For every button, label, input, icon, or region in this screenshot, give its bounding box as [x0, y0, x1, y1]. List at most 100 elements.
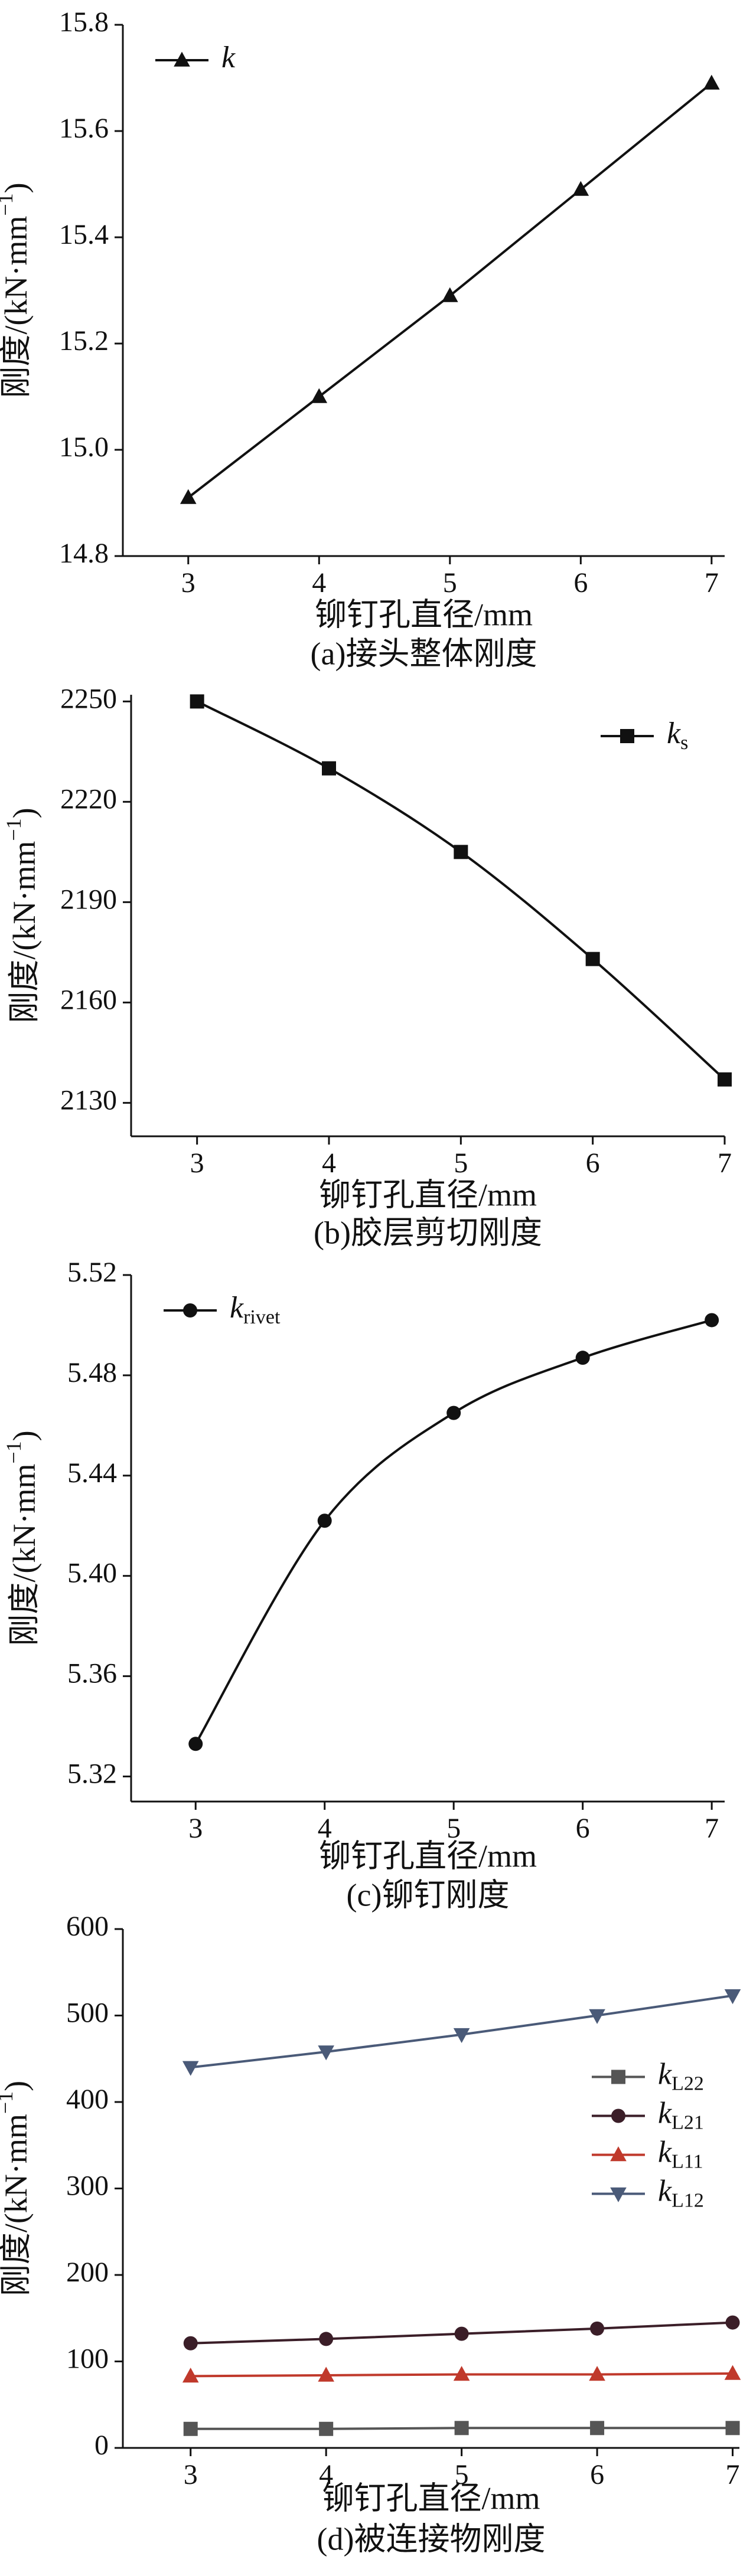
x-axis-label: 铆钉孔直径/mm — [315, 597, 533, 632]
y-tick-label: 15.4 — [59, 219, 109, 250]
y-axis-label: 刚度/(kN·mm−1) — [2, 808, 42, 1023]
x-tick-label: 7 — [705, 1813, 719, 1844]
y-tick-label: 200 — [66, 2257, 109, 2288]
x-tick-label: 6 — [586, 1148, 600, 1179]
marker — [180, 489, 197, 504]
caption: (d)被连接物刚度 — [317, 2521, 546, 2557]
y-tick-label: 15.0 — [59, 431, 109, 463]
x-tick-label: 7 — [705, 567, 719, 599]
marker — [318, 2366, 334, 2382]
legend-label: kL11 — [658, 2135, 703, 2172]
y-tick-label: 5.48 — [67, 1357, 117, 1388]
legend-name: k — [658, 2174, 672, 2208]
y-label-end: ) — [0, 2081, 34, 2091]
x-tick-label: 5 — [443, 567, 457, 599]
marker — [319, 2332, 334, 2346]
y-tick-label: 14.8 — [59, 538, 109, 569]
x-tick-label: 4 — [322, 1148, 336, 1179]
y-tick-label: 5.40 — [67, 1558, 117, 1589]
marker — [453, 2366, 470, 2381]
y-label-end: ) — [0, 182, 34, 193]
marker — [442, 287, 458, 302]
chart-panel: 0 100 200 300 400 500 600 3 4 5 6 7 铆钉孔直径/mm (d)被连接物刚… — [0, 1911, 741, 2557]
legend-subscript: L11 — [671, 2150, 703, 2172]
x-tick-label: 4 — [318, 1813, 332, 1844]
marker — [703, 74, 720, 90]
marker — [182, 2061, 199, 2076]
marker — [317, 1513, 332, 1528]
x-tick-label: 3 — [188, 1813, 203, 1844]
marker — [589, 2366, 605, 2381]
legend-name: k — [230, 1291, 244, 1325]
marker — [589, 2009, 605, 2024]
marker — [725, 2315, 740, 2330]
y-tick-label: 600 — [66, 1911, 109, 1942]
y-tick-label: 2190 — [60, 884, 117, 915]
legend-label: k — [221, 41, 236, 74]
y-tick-label: 5.32 — [67, 1758, 117, 1790]
legend-label: kL22 — [658, 2057, 704, 2094]
legend-subscript: rivet — [243, 1306, 281, 1328]
y-tick-label: 2250 — [60, 683, 117, 714]
y-axis-label: 刚度/(kN·mm−1) — [0, 182, 34, 398]
legend-name: k — [658, 2057, 672, 2091]
x-tick-label: 3 — [181, 567, 195, 599]
x-axis-label: 铆钉孔直径/mm — [322, 2480, 540, 2516]
marker — [182, 2368, 199, 2383]
chart-panel: 14.8 15.0 15.2 15.4 15.6 15.8 3 4 5 6 7 铆钉孔直径/mm (a)… — [0, 6, 725, 671]
legend-marker — [183, 1303, 197, 1318]
marker — [724, 1989, 741, 2005]
marker — [590, 2321, 605, 2336]
legend-subscript: L21 — [671, 2111, 704, 2133]
marker — [454, 2421, 469, 2436]
y-tick-label: 2160 — [60, 984, 117, 1015]
y-axis-label: 刚度/(kN·mm−1) — [2, 1430, 42, 1646]
chart-panel: 2130 2160 2190 2220 2250 3 4 5 6 7 铆钉孔直径/mm(b)胶层剪切… — [2, 683, 732, 1250]
marker — [454, 845, 468, 859]
legend-subscript: L12 — [671, 2189, 704, 2211]
y-label-end: ) — [6, 808, 42, 818]
x-tick-label: 4 — [312, 567, 326, 599]
y-label-sup: −1 — [2, 818, 25, 841]
x-tick-label: 3 — [190, 1148, 204, 1179]
y-tick-label: 500 — [66, 1998, 109, 2029]
y-label-text: 刚度/(kN·mm — [6, 841, 42, 1024]
y-tick-label: 2130 — [60, 1084, 117, 1116]
y-tick-label: 2220 — [60, 783, 117, 815]
marker — [590, 2421, 605, 2436]
x-tick-label: 4 — [319, 2459, 333, 2490]
legend-marker — [174, 51, 190, 67]
chart-panel: 5.32 5.36 5.40 5.44 5.48 5.52 3 4 5 6 7 铆钉孔直径/mm(c)… — [2, 1257, 725, 1913]
legend-marker — [611, 2108, 625, 2123]
x-tick-label: 5 — [455, 2459, 469, 2490]
legend-label: kL21 — [658, 2096, 704, 2133]
series-line — [194, 1319, 712, 1745]
y-tick-label: 5.36 — [67, 1658, 117, 1689]
marker — [725, 2421, 740, 2436]
x-tick-label: 6 — [576, 1813, 590, 1844]
legend-name: k — [667, 717, 681, 750]
y-label-end: ) — [6, 1430, 42, 1441]
marker — [572, 181, 589, 196]
y-tick-label: 15.6 — [59, 113, 109, 144]
legend-subscript: L22 — [671, 2072, 704, 2094]
x-tick-label: 6 — [590, 2459, 604, 2490]
legend-subscript: s — [680, 732, 688, 754]
marker — [446, 1405, 461, 1420]
y-label-sup: −1 — [0, 2091, 17, 2114]
x-tick-label: 6 — [573, 567, 588, 599]
marker — [183, 2336, 198, 2351]
y-tick-label: 100 — [66, 2343, 109, 2375]
marker — [454, 2326, 469, 2341]
legend-label: ks — [667, 717, 688, 754]
series-line — [196, 700, 726, 1081]
y-tick-label: 15.8 — [59, 6, 109, 38]
y-label-text: 刚度/(kN·mm — [6, 1464, 42, 1646]
marker — [319, 2421, 334, 2436]
marker — [453, 2028, 470, 2044]
x-tick-label: 5 — [446, 1813, 461, 1844]
legend-label: kL12 — [658, 2174, 704, 2211]
marker — [183, 2421, 198, 2436]
x-tick-label: 7 — [718, 1148, 732, 1179]
